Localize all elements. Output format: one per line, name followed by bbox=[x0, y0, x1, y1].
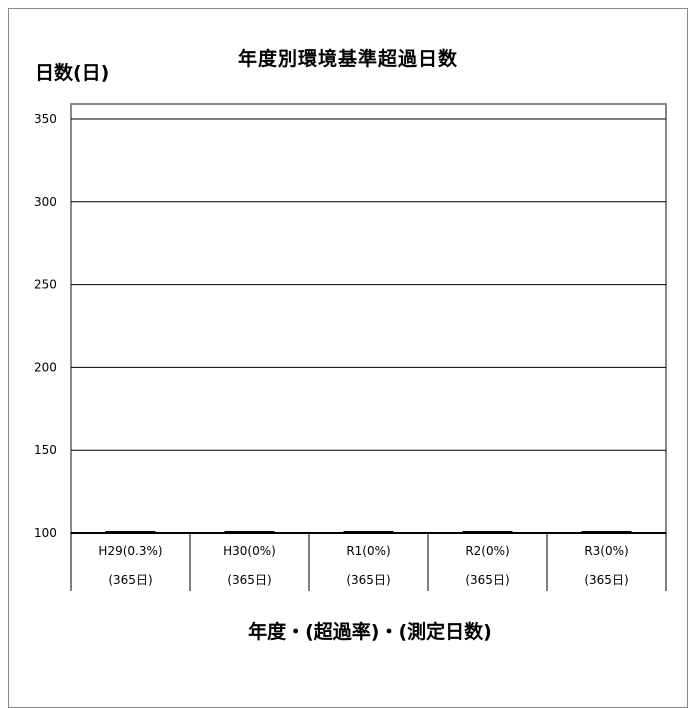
x-sub-label: (365日) bbox=[227, 573, 271, 587]
plot-area bbox=[70, 103, 667, 534]
bar bbox=[105, 531, 156, 533]
x-tick-label: R2(0%) bbox=[465, 544, 509, 558]
x-axis-label: 年度・(超過率)・(測定日数) bbox=[248, 621, 492, 643]
x-tick-label: R1(0%) bbox=[346, 544, 390, 558]
y-tick-label: 150 bbox=[34, 443, 57, 457]
bar bbox=[343, 531, 394, 533]
x-tick-label: R3(0%) bbox=[584, 544, 628, 558]
bar-chart: 100 150 200 250 300 350 H29(0.3%) (365日) H30(0%)… bbox=[34, 103, 667, 591]
chart-title: 年度別環境基準超過日数 bbox=[237, 48, 458, 70]
y-tick-label: 250 bbox=[34, 278, 57, 292]
bar bbox=[462, 531, 513, 533]
x-tick-label: H29(0.3%) bbox=[98, 544, 162, 558]
x-sub-label: (365日) bbox=[584, 573, 628, 587]
y-tick-label: 200 bbox=[34, 360, 57, 374]
bar bbox=[224, 531, 275, 533]
y-tick-label: 300 bbox=[34, 195, 57, 209]
y-axis-label: 日数(日) bbox=[35, 62, 110, 84]
y-tick-label: 350 bbox=[34, 112, 57, 126]
x-sub-label: (365日) bbox=[108, 573, 152, 587]
x-sub-label: (365日) bbox=[465, 573, 509, 587]
bar bbox=[581, 531, 632, 533]
x-sub-label: (365日) bbox=[346, 573, 390, 587]
x-tick-label: H30(0%) bbox=[223, 544, 276, 558]
y-tick-label: 100 bbox=[34, 526, 57, 540]
